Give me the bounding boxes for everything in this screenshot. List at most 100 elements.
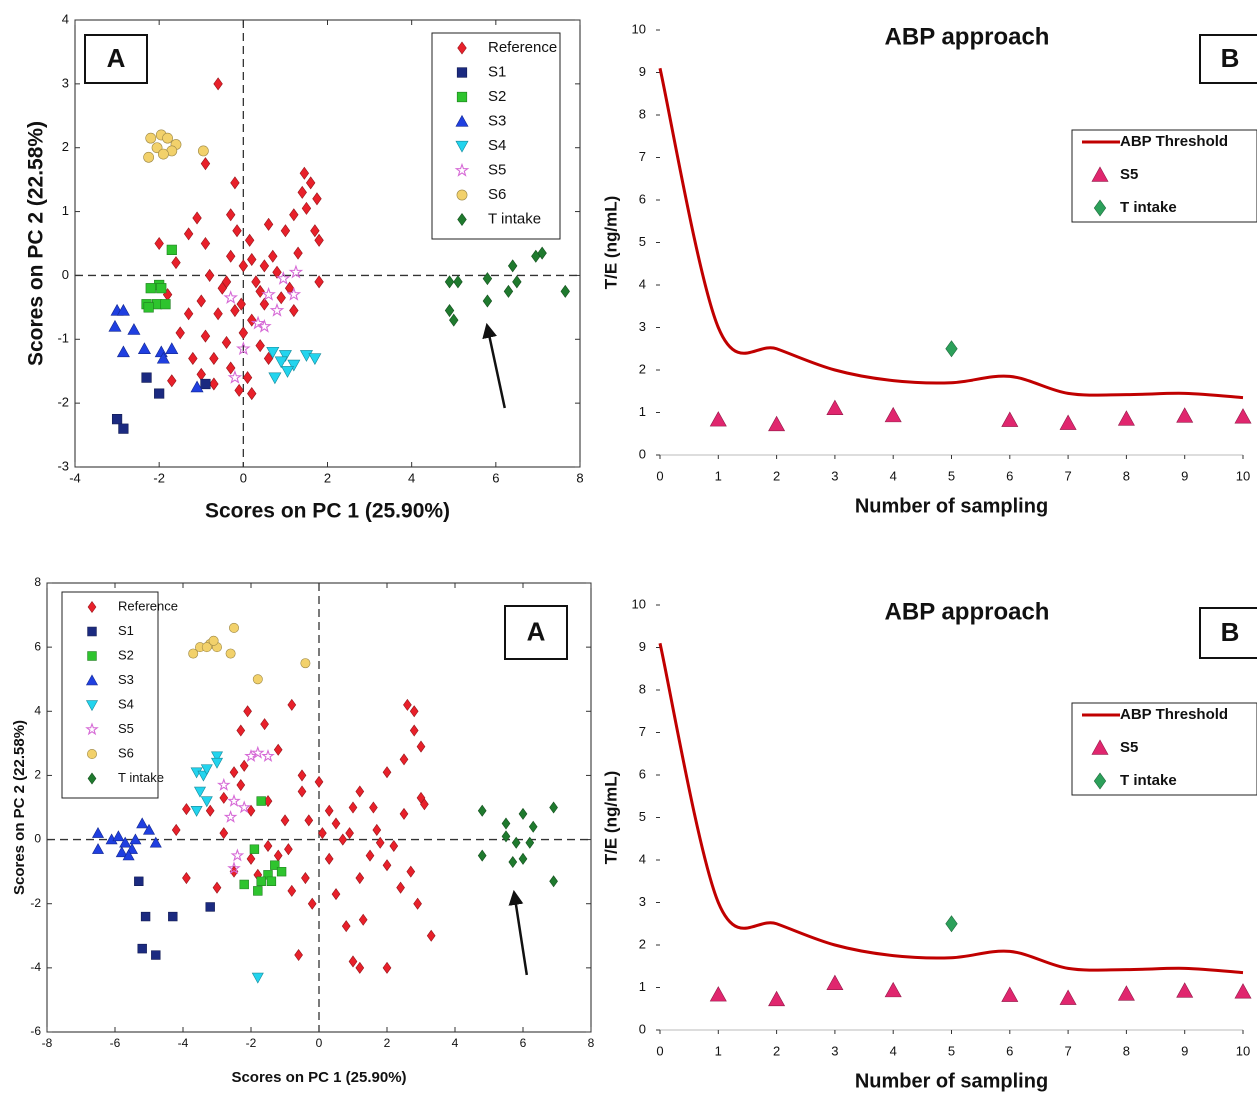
- marker: [246, 852, 256, 865]
- x-tick-label: 6: [1006, 1043, 1013, 1058]
- y-tick-label: 2: [62, 139, 69, 154]
- marker: [216, 777, 231, 791]
- marker: [201, 642, 212, 653]
- marker: [507, 259, 518, 273]
- y-tick-label: 2: [639, 361, 646, 376]
- y-tick-label: -4: [30, 960, 41, 974]
- panel-label-box: [1199, 34, 1257, 84]
- marker: [274, 356, 288, 369]
- marker: [242, 371, 253, 385]
- marker: [188, 351, 198, 365]
- marker: [549, 801, 558, 814]
- x-tick-label: 5: [948, 1043, 955, 1058]
- y-tick-label: -2: [57, 395, 69, 410]
- marker: [348, 801, 358, 814]
- marker: [276, 866, 287, 877]
- marker: [444, 275, 455, 289]
- x-tick-label: 2: [324, 470, 331, 485]
- marker: [183, 227, 194, 241]
- marker: [217, 281, 227, 295]
- marker: [134, 876, 144, 886]
- marker: [884, 981, 902, 998]
- marker: [768, 990, 786, 1007]
- marker: [122, 849, 135, 861]
- legend-label: S5: [488, 161, 506, 178]
- chart-title: ABP approach: [885, 23, 1050, 50]
- marker: [453, 275, 463, 289]
- marker: [157, 148, 169, 160]
- marker: [223, 809, 238, 823]
- marker: [1059, 989, 1077, 1005]
- panel-label: B: [1221, 617, 1240, 647]
- legend-marker: [1093, 772, 1107, 790]
- marker: [518, 807, 528, 820]
- marker: [409, 724, 419, 737]
- marker: [221, 335, 232, 349]
- marker: [200, 329, 211, 343]
- marker: [278, 350, 292, 362]
- marker: [269, 302, 285, 317]
- x-tick-label: 1: [715, 468, 722, 483]
- marker: [482, 272, 493, 286]
- marker: [1176, 407, 1194, 423]
- marker: [382, 766, 392, 779]
- x-tick-label: 7: [1064, 1043, 1071, 1058]
- y-tick-label: 5: [639, 234, 646, 249]
- marker: [209, 351, 219, 365]
- marker: [251, 972, 264, 984]
- y-axis-label: Scores on PC 2 (22.58%): [25, 121, 48, 366]
- y-tick-label: 0: [34, 832, 41, 846]
- x-tick-label: 2: [773, 1043, 780, 1058]
- marker: [165, 342, 179, 354]
- x-tick-label: -8: [42, 1036, 53, 1050]
- marker: [324, 852, 334, 865]
- y-axis-label: T/E (ng/mL): [601, 196, 620, 289]
- marker: [358, 913, 368, 926]
- x-tick-label: 0: [240, 470, 247, 485]
- y-tick-label: 0: [639, 446, 646, 461]
- marker: [318, 827, 327, 840]
- marker: [288, 264, 304, 279]
- y-tick-label: 7: [639, 724, 646, 739]
- marker: [171, 256, 181, 270]
- marker: [280, 814, 290, 827]
- marker: [826, 974, 844, 990]
- marker: [230, 304, 240, 318]
- marker: [249, 844, 260, 854]
- marker: [227, 861, 241, 875]
- marker: [945, 340, 958, 358]
- marker: [236, 724, 246, 737]
- marker: [284, 843, 293, 856]
- marker: [297, 785, 307, 798]
- marker: [399, 753, 409, 766]
- legend-label: T intake: [118, 770, 164, 785]
- marker: [143, 302, 154, 313]
- marker: [297, 185, 307, 199]
- legend-marker: [85, 722, 99, 736]
- marker: [768, 415, 786, 432]
- legend-box: [61, 591, 159, 799]
- x-tick-label: 6: [1006, 468, 1013, 483]
- y-tick-label: -2: [30, 896, 41, 910]
- legend-marker: [455, 140, 469, 153]
- marker: [145, 283, 156, 294]
- marker: [200, 764, 213, 776]
- marker: [200, 157, 211, 171]
- y-tick-label: 0: [62, 267, 69, 282]
- legend-marker: [456, 67, 468, 78]
- marker: [263, 351, 274, 365]
- marker: [227, 793, 241, 807]
- marker: [709, 411, 727, 427]
- legend-label: S5: [1120, 739, 1138, 756]
- marker: [345, 827, 354, 840]
- y-tick-label: 2: [34, 768, 41, 782]
- x-tick-label: 8: [1123, 1043, 1130, 1058]
- marker: [200, 796, 213, 808]
- marker: [140, 911, 151, 922]
- marker: [251, 275, 261, 289]
- marker: [219, 791, 229, 804]
- x-tick-label: -4: [178, 1036, 189, 1050]
- marker: [501, 830, 511, 843]
- legend-label: S4: [118, 696, 134, 711]
